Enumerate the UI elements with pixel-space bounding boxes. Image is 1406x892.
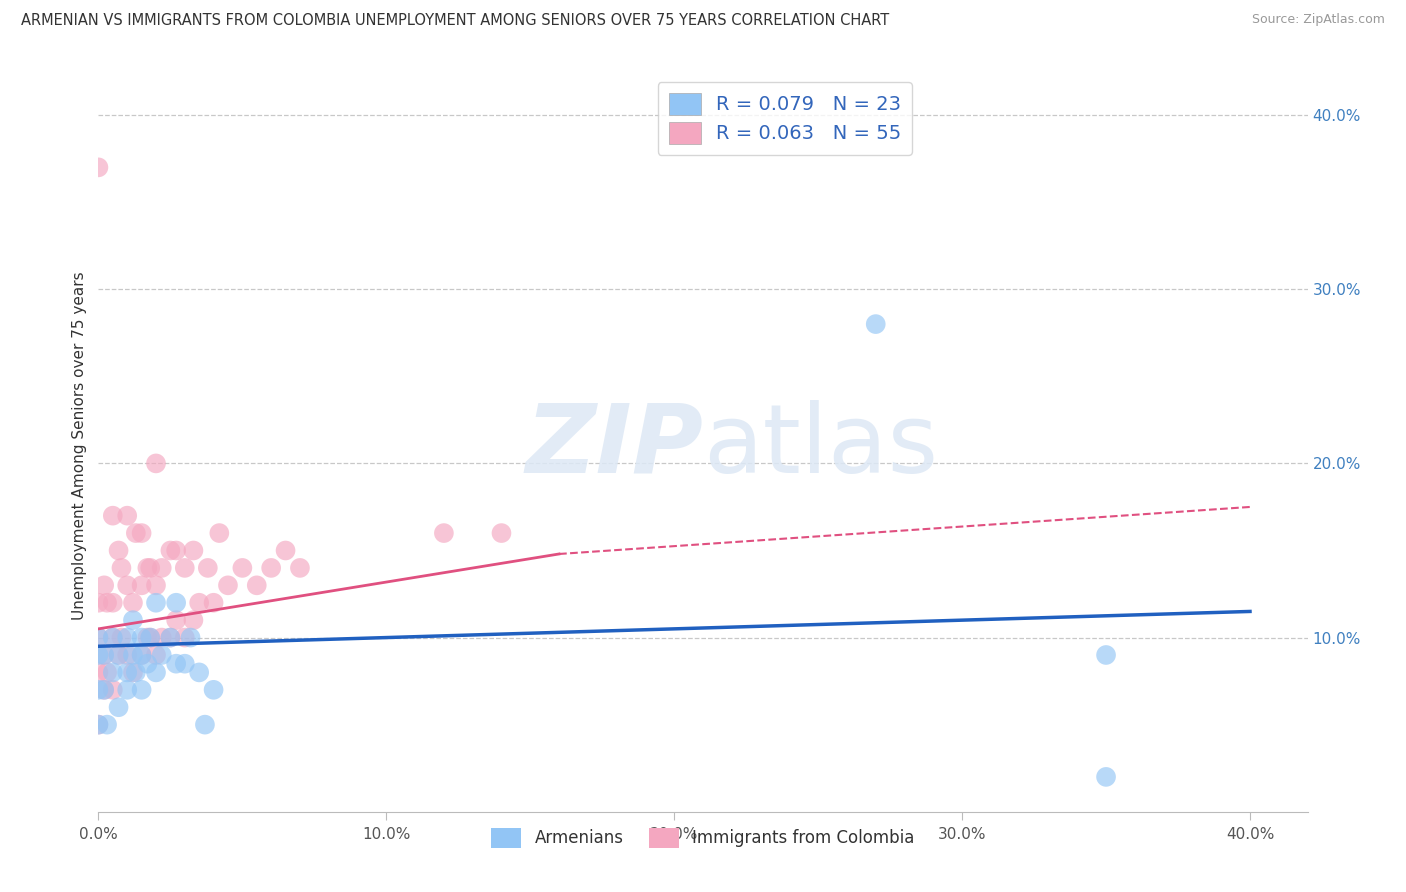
Point xyxy=(93,682,115,697)
Point xyxy=(145,596,167,610)
Point xyxy=(87,717,110,731)
Point xyxy=(87,631,110,645)
Point xyxy=(173,631,195,645)
Point xyxy=(93,578,115,592)
Point xyxy=(136,631,159,645)
Point xyxy=(115,631,138,645)
Point xyxy=(122,596,145,610)
Point xyxy=(101,631,124,645)
Point xyxy=(194,717,217,731)
Point xyxy=(197,561,219,575)
Point xyxy=(122,648,145,662)
Point xyxy=(188,665,211,680)
Point xyxy=(231,561,253,575)
Point xyxy=(165,657,187,671)
Point xyxy=(246,578,269,592)
Point xyxy=(202,596,225,610)
Point xyxy=(145,457,167,471)
Point xyxy=(122,665,145,680)
Point xyxy=(87,596,110,610)
Point xyxy=(136,657,159,671)
Point xyxy=(101,682,124,697)
Point xyxy=(150,561,173,575)
Point xyxy=(131,682,153,697)
Point xyxy=(1095,648,1118,662)
Point xyxy=(115,665,138,680)
Point xyxy=(115,648,138,662)
Point xyxy=(96,717,118,731)
Point xyxy=(93,648,115,662)
Point xyxy=(202,682,225,697)
Point xyxy=(165,613,187,627)
Text: ZIP: ZIP xyxy=(524,400,703,492)
Point xyxy=(145,578,167,592)
Point xyxy=(93,648,115,662)
Point xyxy=(183,613,205,627)
Point xyxy=(101,631,124,645)
Point xyxy=(110,631,132,645)
Point xyxy=(150,631,173,645)
Point xyxy=(183,543,205,558)
Point xyxy=(159,543,181,558)
Point xyxy=(433,526,456,541)
Text: ARMENIAN VS IMMIGRANTS FROM COLOMBIA UNEMPLOYMENT AMONG SENIORS OVER 75 YEARS CO: ARMENIAN VS IMMIGRANTS FROM COLOMBIA UNE… xyxy=(21,13,890,29)
Point xyxy=(101,665,124,680)
Point xyxy=(131,648,153,662)
Point xyxy=(1095,770,1118,784)
Point xyxy=(101,596,124,610)
Point xyxy=(165,596,187,610)
Point xyxy=(180,631,202,645)
Text: atlas: atlas xyxy=(703,400,938,492)
Point xyxy=(131,631,153,645)
Point xyxy=(131,526,153,541)
Y-axis label: Unemployment Among Seniors over 75 years: Unemployment Among Seniors over 75 years xyxy=(72,272,87,620)
Point xyxy=(110,561,132,575)
Point xyxy=(96,596,118,610)
Point xyxy=(115,578,138,592)
Point xyxy=(115,682,138,697)
Point xyxy=(87,648,110,662)
Point xyxy=(87,682,110,697)
Point xyxy=(122,613,145,627)
Point xyxy=(288,561,311,575)
Point xyxy=(260,561,283,575)
Point xyxy=(274,543,297,558)
Point xyxy=(131,578,153,592)
Point xyxy=(145,665,167,680)
Point xyxy=(139,631,162,645)
Point xyxy=(491,526,513,541)
Point xyxy=(101,508,124,523)
Point xyxy=(107,700,129,714)
Text: Source: ZipAtlas.com: Source: ZipAtlas.com xyxy=(1251,13,1385,27)
Point xyxy=(107,543,129,558)
Point xyxy=(87,631,110,645)
Point xyxy=(217,578,239,592)
Point xyxy=(173,657,195,671)
Point xyxy=(150,648,173,662)
Point xyxy=(865,317,887,331)
Point xyxy=(173,561,195,575)
Point xyxy=(87,665,110,680)
Point xyxy=(107,648,129,662)
Point xyxy=(87,161,110,175)
Point xyxy=(131,648,153,662)
Point xyxy=(208,526,231,541)
Point xyxy=(125,526,148,541)
Point xyxy=(165,543,187,558)
Point xyxy=(139,561,162,575)
Point xyxy=(96,665,118,680)
Point xyxy=(107,648,129,662)
Point xyxy=(136,561,159,575)
Point xyxy=(145,648,167,662)
Point xyxy=(125,665,148,680)
Point xyxy=(93,682,115,697)
Point xyxy=(139,631,162,645)
Point xyxy=(115,508,138,523)
Legend: Armenians, Immigrants from Colombia: Armenians, Immigrants from Colombia xyxy=(485,821,921,855)
Point xyxy=(188,596,211,610)
Point xyxy=(87,717,110,731)
Point xyxy=(159,631,181,645)
Point xyxy=(159,631,181,645)
